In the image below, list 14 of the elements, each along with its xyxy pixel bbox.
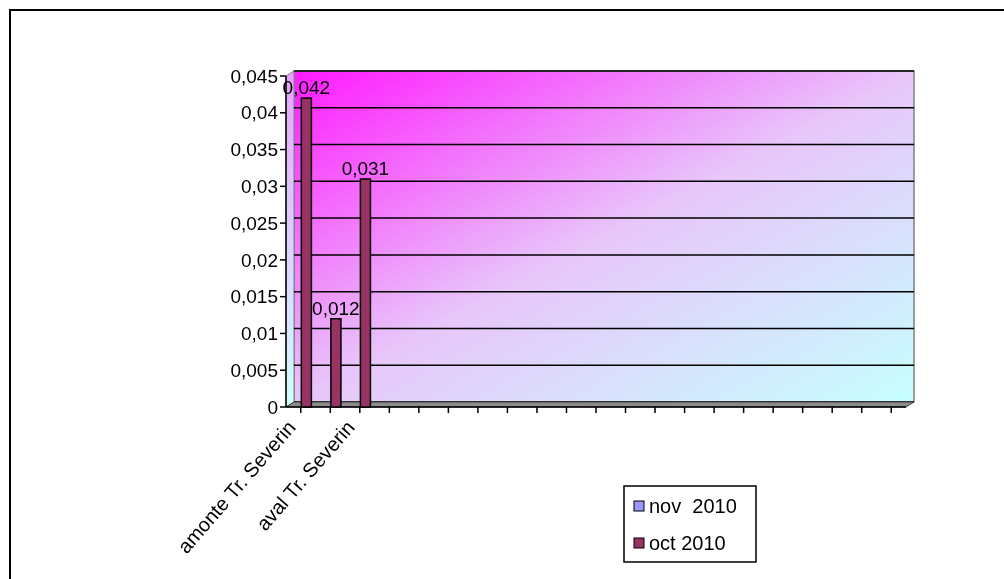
y-tick-label: 0,045 [230, 65, 278, 87]
data-label: 0,031 [341, 157, 390, 179]
data-label: 0,012 [312, 297, 360, 319]
y-tick-label: 0,015 [230, 286, 278, 308]
y-tick-label: 0,02 [241, 249, 278, 271]
y-tick-label: 0 [267, 396, 278, 418]
legend-label: nov 2010 [649, 495, 737, 517]
y-tick-label: 0,005 [230, 359, 278, 381]
y-tick-label: 0,03 [241, 175, 278, 197]
legend-label: oct 2010 [649, 532, 726, 554]
y-tick-label: 0,035 [230, 139, 278, 161]
y-tick-label: 0,04 [241, 102, 279, 124]
y-tick-label: 0,01 [241, 323, 278, 345]
y-tick-label: 0,025 [230, 212, 278, 234]
